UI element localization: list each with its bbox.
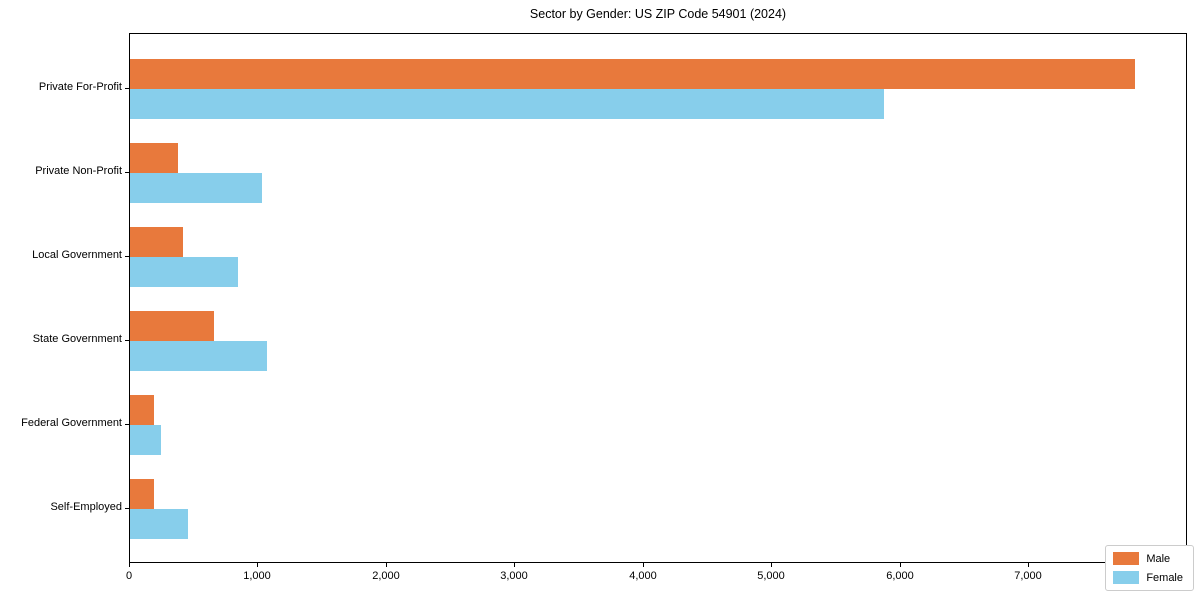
- bar-male-self-employed: [130, 479, 154, 509]
- x-axis-tick-label: 3,000: [500, 570, 528, 582]
- x-tick: [257, 563, 258, 567]
- legend-label-female: Female: [1146, 571, 1183, 584]
- bar-female-self-employed: [130, 509, 188, 539]
- x-tick: [1028, 563, 1029, 567]
- legend: Male Female: [1105, 545, 1194, 591]
- x-axis-tick-label: 2,000: [372, 570, 400, 582]
- y-axis-label: Federal Government: [21, 417, 122, 429]
- legend-item-male: Male: [1113, 552, 1183, 565]
- x-axis-tick-label: 4,000: [629, 570, 657, 582]
- bar-male-private-for-profit: [130, 59, 1135, 89]
- y-axis-label: Self-Employed: [50, 501, 122, 513]
- y-tick: [125, 508, 129, 509]
- x-axis-tick-label: 6,000: [886, 570, 914, 582]
- male-swatch-icon: [1113, 552, 1140, 565]
- x-axis-tick-label: 5,000: [757, 570, 785, 582]
- bar-male-federal-government: [130, 395, 154, 425]
- y-tick: [125, 256, 129, 257]
- female-swatch-icon: [1113, 571, 1140, 584]
- plot-area: [129, 33, 1187, 563]
- x-tick: [643, 563, 644, 567]
- x-axis-tick-label: 1,000: [243, 570, 271, 582]
- x-tick: [900, 563, 901, 567]
- y-axis-label: Local Government: [32, 249, 122, 261]
- y-axis-label: Private For-Profit: [38, 81, 122, 93]
- x-tick: [771, 563, 772, 567]
- y-tick: [125, 172, 129, 173]
- y-tick: [125, 424, 129, 425]
- y-axis-label: State Government: [32, 333, 122, 345]
- bar-female-local-government: [130, 257, 238, 287]
- bar-female-federal-government: [130, 425, 161, 455]
- legend-label-male: Male: [1146, 552, 1171, 565]
- y-tick: [125, 340, 129, 341]
- legend-item-female: Female: [1113, 571, 1183, 584]
- bar-male-private-non-profit: [130, 143, 178, 173]
- bar-female-private-for-profit: [130, 89, 884, 119]
- bar-female-private-non-profit: [130, 173, 262, 203]
- x-tick: [386, 563, 387, 567]
- x-tick: [514, 563, 515, 567]
- x-axis-tick-label: 7,000: [1014, 570, 1042, 582]
- y-tick: [125, 88, 129, 89]
- chart-title: Sector by Gender: US ZIP Code 54901 (202…: [529, 7, 787, 21]
- bar-male-state-government: [130, 311, 214, 341]
- x-tick: [129, 563, 130, 567]
- x-axis-tick-label: 0: [125, 570, 133, 582]
- y-axis-label: Private Non-Profit: [35, 165, 122, 177]
- bar-female-state-government: [130, 341, 267, 371]
- bar-male-local-government: [130, 227, 183, 257]
